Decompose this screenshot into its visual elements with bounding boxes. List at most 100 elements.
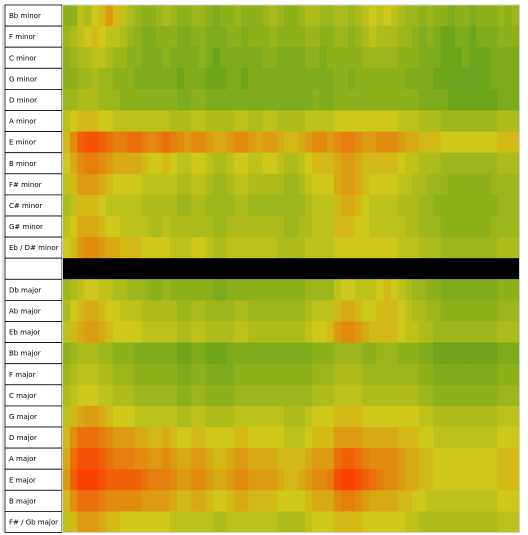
heatmap-cell xyxy=(333,405,342,428)
heatmap-cell xyxy=(91,279,100,301)
heatmap-cell xyxy=(312,279,321,301)
heatmap-cell xyxy=(112,321,121,343)
heatmap-cell xyxy=(376,89,385,111)
heatmap-cell xyxy=(198,47,207,69)
row-label: A minor xyxy=(9,118,36,126)
heatmap-cell xyxy=(390,47,399,69)
heatmap-cell xyxy=(440,469,449,491)
heatmap-cell xyxy=(348,300,356,322)
heatmap-cell xyxy=(269,321,278,343)
heatmap-cell xyxy=(440,300,449,322)
heatmap-cell xyxy=(134,26,142,48)
heatmap-cell xyxy=(312,405,321,428)
heatmap-cell xyxy=(291,427,299,449)
heatmap-cell xyxy=(255,405,264,428)
heatmap-cell xyxy=(169,237,178,259)
heatmap-cell xyxy=(162,68,171,90)
heatmap-cell xyxy=(326,300,335,322)
heatmap-cell xyxy=(348,490,356,512)
heatmap-cell xyxy=(462,89,470,111)
heatmap-cell xyxy=(212,448,221,470)
heatmap-cell xyxy=(184,342,192,365)
heatmap-cell xyxy=(177,511,185,533)
heatmap-cell xyxy=(433,152,442,175)
heatmap-cell xyxy=(262,110,271,132)
heatmap-cell xyxy=(405,279,413,301)
heatmap-cell xyxy=(447,173,456,196)
heatmap-cell xyxy=(333,5,342,27)
heatmap-cell xyxy=(234,152,242,175)
heatmap-cell xyxy=(511,237,520,259)
heatmap-cell xyxy=(226,342,235,365)
heatmap-cell xyxy=(134,321,142,343)
heatmap-cell xyxy=(63,237,71,259)
heatmap-cell xyxy=(177,342,185,365)
heatmap-cell xyxy=(497,363,506,386)
heatmap-cell xyxy=(241,384,249,407)
heatmap-cell xyxy=(98,110,107,132)
heatmap-cell xyxy=(397,384,406,407)
heatmap-cell xyxy=(255,89,264,111)
heatmap-cell xyxy=(84,405,93,428)
heatmap-cell xyxy=(312,89,321,111)
heatmap-cell xyxy=(241,448,249,470)
heatmap-cell xyxy=(369,279,378,301)
heatmap-cell xyxy=(355,511,363,533)
heatmap-cell xyxy=(340,321,349,343)
heatmap-cell xyxy=(383,89,392,111)
heatmap-cell xyxy=(191,152,199,175)
heatmap-cell xyxy=(333,490,342,512)
heatmap-cell xyxy=(226,511,235,533)
heatmap-cell xyxy=(98,152,107,175)
heatmap-cell xyxy=(397,511,406,533)
heatmap-cell xyxy=(70,405,78,428)
heatmap-cell xyxy=(440,321,449,343)
heatmap-cell xyxy=(390,237,399,259)
row-label: G major xyxy=(9,413,37,421)
heatmap-cell xyxy=(127,321,135,343)
heatmap-cell xyxy=(312,131,321,154)
heatmap-cell xyxy=(120,427,128,449)
heatmap-cell xyxy=(326,110,335,132)
heatmap-cell xyxy=(205,216,214,238)
heatmap-cell xyxy=(127,26,135,48)
heatmap-cell xyxy=(433,490,442,512)
heatmap-cell xyxy=(91,321,100,343)
heatmap-cell xyxy=(105,237,114,259)
heatmap-cell xyxy=(504,342,513,365)
heatmap-cell xyxy=(462,47,470,69)
heatmap-cell xyxy=(248,237,256,259)
heatmap-cell xyxy=(262,342,271,365)
heatmap-cell xyxy=(291,216,299,238)
heatmap-cell xyxy=(376,194,385,217)
heatmap-cell xyxy=(91,237,100,259)
heatmap-cell xyxy=(412,26,420,48)
heatmap-cell xyxy=(476,405,484,428)
heatmap-cell xyxy=(419,427,427,449)
heatmap-cell xyxy=(198,363,207,386)
heatmap-cell xyxy=(333,384,342,407)
heatmap-cell xyxy=(155,152,164,175)
heatmap-cell xyxy=(348,511,356,533)
heatmap-cell xyxy=(291,68,299,90)
heatmap-cell xyxy=(212,131,221,154)
heatmap-cell xyxy=(162,363,171,386)
heatmap-cell xyxy=(120,342,128,365)
heatmap-cell xyxy=(433,173,442,196)
heatmap-cell xyxy=(405,131,413,154)
heatmap-cell xyxy=(255,216,264,238)
row-label: D minor xyxy=(9,96,37,104)
heatmap-cell xyxy=(348,321,356,343)
heatmap-cell xyxy=(419,237,427,259)
heatmap-cell xyxy=(298,384,306,407)
heatmap-cell xyxy=(98,469,107,491)
heatmap-cell xyxy=(162,300,171,322)
heatmap-cell xyxy=(248,216,256,238)
heatmap-cell xyxy=(419,448,427,470)
heatmap-cell xyxy=(355,68,363,90)
heatmap-cell xyxy=(177,469,185,491)
heatmap-cell xyxy=(205,448,214,470)
heatmap-cell xyxy=(490,405,499,428)
heatmap-cell xyxy=(120,194,128,217)
heatmap-cell xyxy=(105,300,114,322)
